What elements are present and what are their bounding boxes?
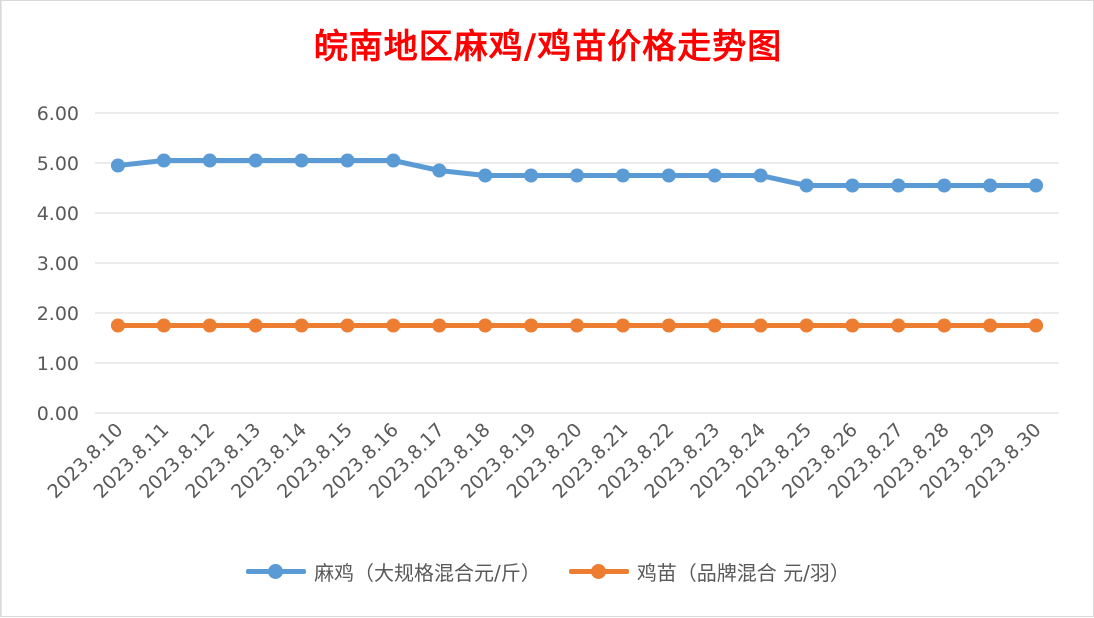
legend-marker-series-1 [246,561,307,583]
data-point-series-2 [202,318,217,333]
legend: 麻鸡（大规格混合元/斤） 鸡苗（品牌混合 元/羽） [1,557,1094,586]
data-point-series-1 [248,153,263,168]
data-point-series-2 [248,318,263,333]
y-tick-label: 6.00 [37,103,79,125]
data-point-series-2 [661,318,676,333]
data-point-series-2 [707,318,722,333]
data-point-series-2 [753,318,768,333]
data-point-series-1 [753,168,768,183]
data-point-series-1 [983,178,998,193]
data-point-series-1 [707,168,722,183]
data-point-series-2 [845,318,860,333]
y-tick-label: 4.00 [37,203,79,225]
data-point-series-2 [983,318,998,333]
data-point-series-2 [891,318,906,333]
chart-title: 皖南地区麻鸡/鸡苗价格走势图 [313,27,783,67]
data-point-series-2 [615,318,630,333]
data-point-series-2 [937,318,952,333]
legend-label-series-1: 麻鸡（大规格混合元/斤） [314,561,541,585]
data-point-series-2 [432,318,447,333]
data-point-series-1 [294,153,309,168]
data-point-series-1 [202,153,217,168]
data-point-series-1 [891,178,906,193]
data-point-series-1 [937,178,952,193]
data-point-series-2 [156,318,171,333]
data-point-series-1 [432,163,447,178]
data-point-series-1 [386,153,401,168]
data-point-series-2 [524,318,539,333]
y-tick-label: 5.00 [37,153,79,175]
legend-item-series-2: 鸡苗（品牌混合 元/羽） [568,557,850,586]
data-point-series-2 [110,318,125,333]
data-point-series-1 [110,158,125,173]
data-point-series-2 [478,318,493,333]
data-point-series-1 [570,168,584,183]
y-tick-label: 2.00 [37,303,79,325]
data-point-series-2 [340,318,355,333]
data-point-series-2 [386,318,401,333]
data-point-series-1 [524,168,539,183]
data-point-series-1 [799,178,814,193]
data-point-series-2 [799,318,814,333]
legend-item-series-1: 麻鸡（大规格混合元/斤） [246,557,541,586]
data-point-series-1 [340,153,355,168]
data-point-series-2 [294,318,309,333]
y-tick-label: 0.00 [37,403,79,425]
data-point-series-2 [570,318,584,333]
data-point-series-2 [1029,318,1044,333]
data-point-series-1 [1029,178,1044,193]
data-point-series-1 [478,168,493,183]
data-point-series-1 [661,168,676,183]
data-point-series-1 [156,153,171,168]
legend-label-series-2: 鸡苗（品牌混合 元/羽） [636,561,850,585]
data-point-series-1 [845,178,860,193]
legend-marker-series-2 [568,561,629,583]
data-point-series-1 [615,168,630,183]
y-tick-label: 1.00 [37,353,79,375]
y-tick-label: 3.00 [37,253,79,275]
